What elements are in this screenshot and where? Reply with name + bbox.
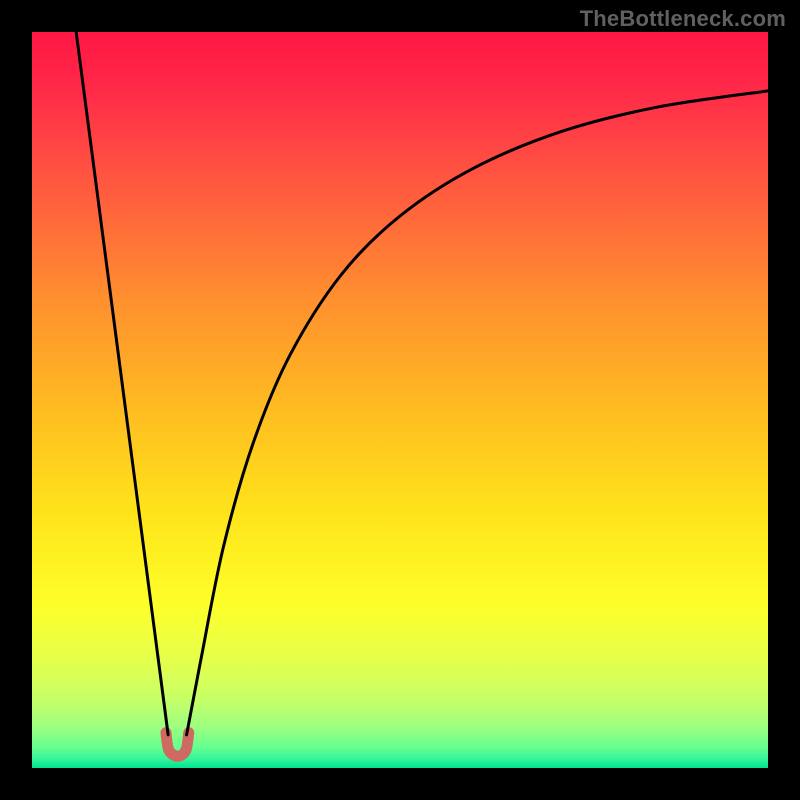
plot-area xyxy=(32,32,768,768)
curve-right-branch xyxy=(187,91,768,735)
curve-layer xyxy=(32,32,768,768)
chart-frame: TheBottleneck.com xyxy=(0,0,800,800)
curve-left-branch xyxy=(76,32,168,735)
valley-marker xyxy=(166,733,189,757)
watermark-text: TheBottleneck.com xyxy=(580,6,786,32)
